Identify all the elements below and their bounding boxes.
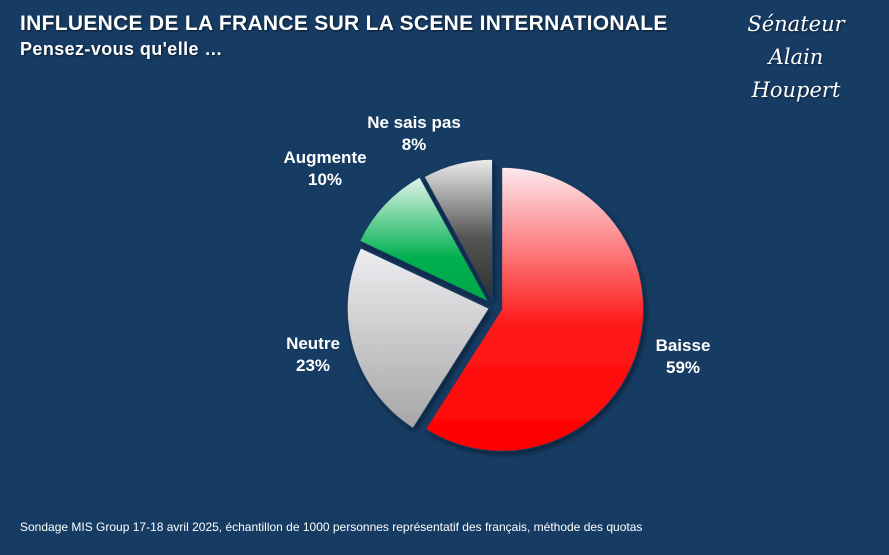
pie-slice-baisse xyxy=(424,166,645,452)
pie-slice-ne-sais-pas xyxy=(423,158,494,302)
slice-label-augmente: Augmente xyxy=(283,148,366,167)
signature: Sénateur Alain Houpert xyxy=(721,8,871,107)
pie-slice-augmente xyxy=(359,176,490,303)
slice-label-baisse: Baisse xyxy=(656,336,711,355)
pie-slice-neutre xyxy=(346,247,490,429)
signature-line-name: Alain Houpert xyxy=(751,45,841,102)
slice-label-neutre: Neutre xyxy=(286,334,340,353)
slice-value-augmente: 10% xyxy=(308,170,342,189)
slice-label-ne-sais-pas: Ne sais pas xyxy=(367,113,461,132)
chart-subtitle: Pensez-vous qu'elle … xyxy=(20,39,223,59)
slice-value-neutre: 23% xyxy=(296,356,330,375)
slice-value-ne-sais-pas: 8% xyxy=(402,135,427,154)
source-footnote: Sondage MIS Group 17-18 avril 2025, écha… xyxy=(20,520,643,534)
slice-value-baisse: 59% xyxy=(666,358,700,377)
signature-line-title: Sénateur xyxy=(747,12,845,36)
chart-title: INFLUENCE DE LA FRANCE SUR LA SCENE INTE… xyxy=(20,12,668,35)
